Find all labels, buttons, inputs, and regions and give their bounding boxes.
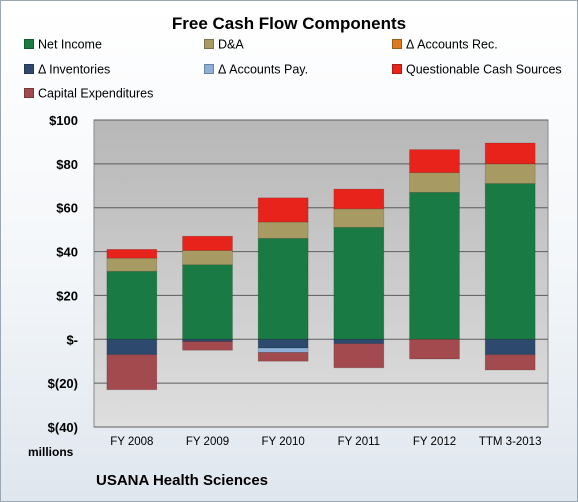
bar-segment-da[interactable] [257,221,309,239]
bar-segment-questionable[interactable] [182,235,233,251]
bar-segment-questionable[interactable] [333,188,385,210]
legend-label-accounts-rec: Δ Accounts Rec. [406,37,498,52]
bar-segment-inventories[interactable] [333,338,385,345]
legend-item-inventories[interactable]: Δ Inventories [24,62,110,77]
bars [106,142,536,391]
bar-segment-da[interactable] [333,208,385,228]
x-tick-label: FY 2011 [338,436,380,448]
y-tick-label: $80 [56,157,78,172]
bar-segment-inventories[interactable] [484,338,536,356]
x-tick-label: FY 2009 [186,436,229,448]
legend-label-net-income: Net Income [38,37,102,52]
legend-swatch-accounts-rec [392,38,402,49]
x-axis-ticks: FY 2008 FY 2009 FY 2010 FY 2011 FY 2012 TTM 3… [110,436,541,448]
bar-segment-capex[interactable] [333,343,385,369]
bar-segment-inventories[interactable] [257,338,309,349]
bar-segment-da[interactable] [409,172,460,193]
legend-label-da: D&A [218,37,244,52]
legend-item-accounts-rec[interactable]: Δ Accounts Rec. [392,37,498,52]
bar-segment-net_income[interactable] [333,227,385,340]
legend-swatch-net-income [24,38,34,49]
chart-title: Free Cash Flow Components [171,14,407,33]
x-tick-label: FY 2008 [110,436,153,448]
bar-segment-questionable[interactable] [106,248,158,259]
bar-segment-inventories[interactable] [106,338,158,356]
y-tick-label: $40 [56,245,78,260]
legend-item-net-income[interactable]: Net Income [24,37,102,52]
company-name: USANA Health Sciences [96,472,269,489]
bar-segment-questionable[interactable] [409,149,460,174]
legend-swatch-questionable [392,63,402,74]
y-axis-unit-label: millions [28,445,74,459]
y-tick-label: $- [66,332,78,347]
bar-segment-capex[interactable] [484,354,536,371]
legend: Net Income D&A Δ Accounts Rec. Δ Invento… [0,0,578,110]
legend-item-accounts-pay[interactable]: Δ Accounts Pay. [204,62,308,77]
bar-segment-net_income[interactable] [106,270,158,340]
plot-background [93,119,549,428]
legend-swatch-inventories [24,63,34,74]
y-tick-label: $(40) [48,420,78,435]
y-tick-label: $20 [56,288,78,303]
legend-label-capex: Capital Expenditures [38,86,154,101]
bar-segment-net_income[interactable] [409,191,460,340]
y-tick-label: $(20) [48,376,78,391]
legend-swatch-da [204,38,214,49]
y-tick-label: $100 [49,113,78,128]
bar-segment-net_income[interactable] [257,238,309,340]
legend-item-da[interactable]: D&A [204,37,244,52]
x-tick-label: TTM 3-2013 [479,436,542,448]
bar-segment-capex[interactable] [409,338,460,360]
legend-label-questionable: Questionable Cash Sources [406,62,562,77]
bar-segment-da[interactable] [106,257,158,272]
bar-segment-capex[interactable] [257,352,309,362]
y-tick-label: $60 [56,201,78,216]
bar-segment-questionable[interactable] [484,142,536,165]
y-axis-ticks: $(40) $(20) $- $20 $40 $60 $80 $100 [48,113,78,435]
bar-segment-da[interactable] [484,163,536,184]
bar-segment-da[interactable] [182,250,233,266]
bar-segment-accounts_pay[interactable] [257,347,309,353]
legend-item-questionable[interactable]: Questionable Cash Sources [392,62,562,77]
bar-segment-capex[interactable] [106,354,158,391]
legend-label-accounts-pay: Δ Accounts Pay. [218,62,309,77]
bar-segment-net_income[interactable] [484,183,536,340]
bar-segment-net_income[interactable] [182,264,233,340]
legend-item-capex[interactable]: Capital Expenditures [24,86,153,101]
legend-label-inventories: Δ Inventories [38,62,111,77]
legend-swatch-accounts-pay [204,63,214,74]
bar-segment-capex[interactable] [182,341,233,351]
bar-segment-questionable[interactable] [257,197,309,223]
x-tick-label: FY 2010 [262,436,305,448]
gridlines [94,119,548,428]
x-tick-label: FY 2012 [413,436,456,448]
legend-swatch-capex [24,87,34,98]
